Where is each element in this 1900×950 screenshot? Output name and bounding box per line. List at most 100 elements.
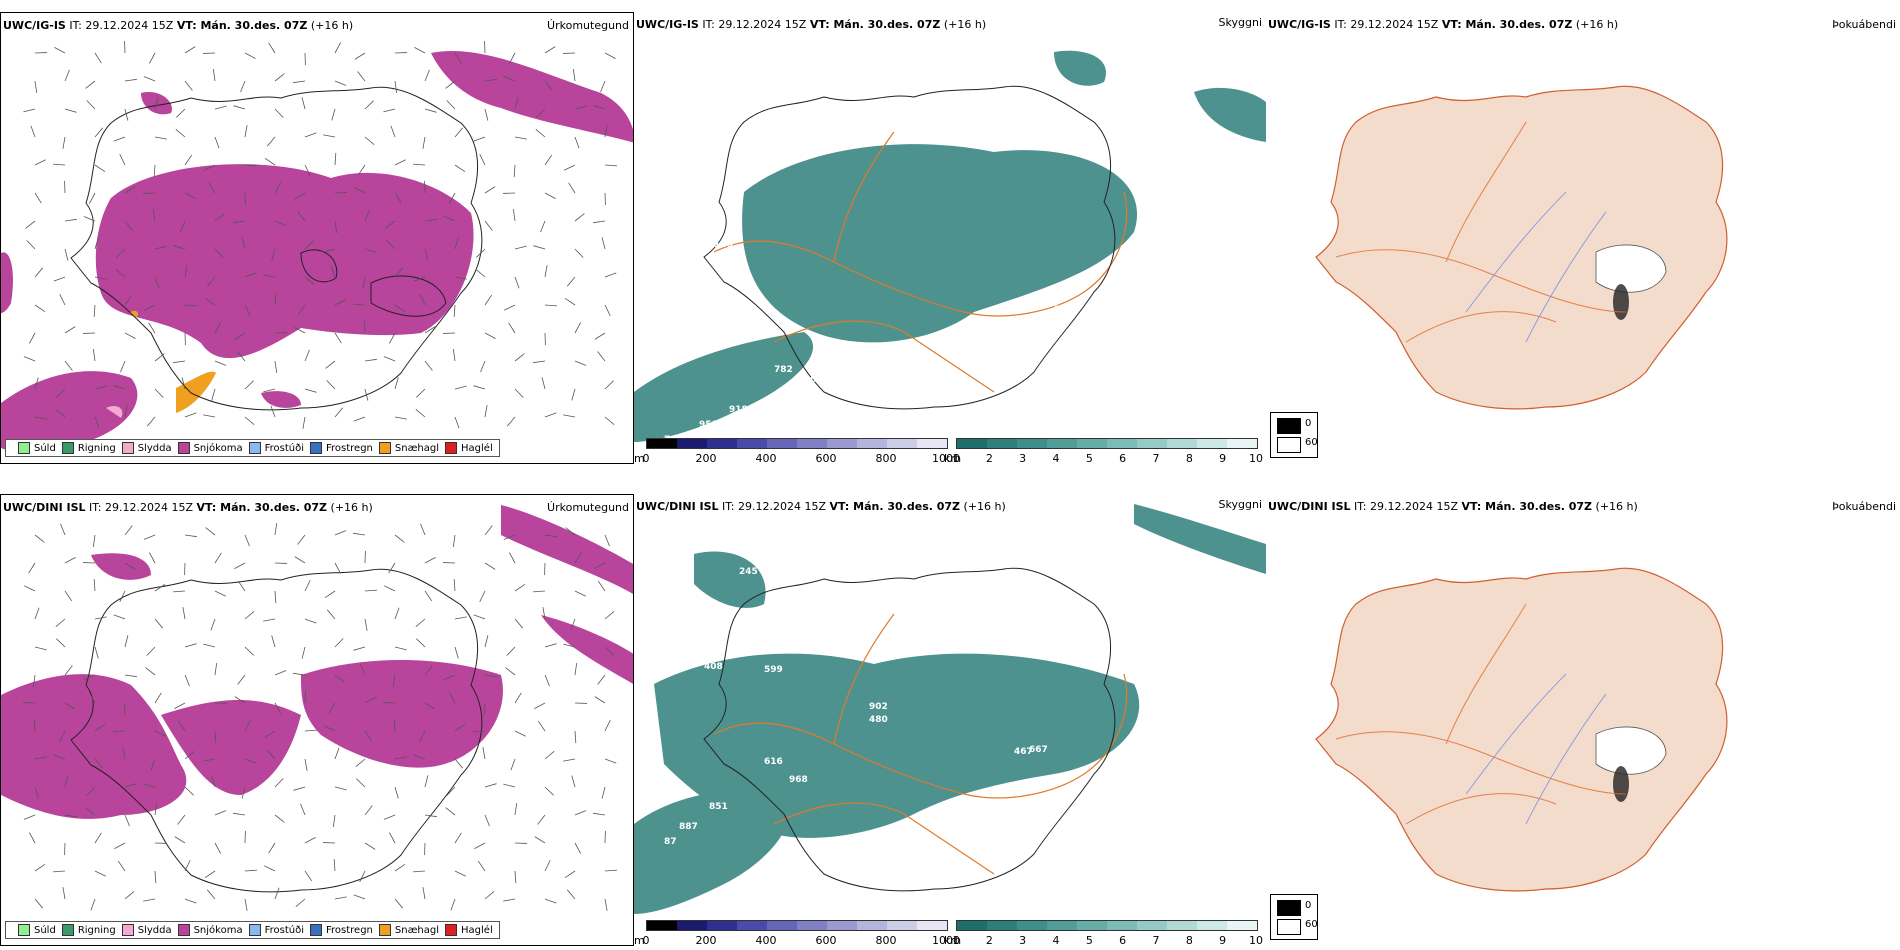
wind-barb [274,360,278,373]
wind-barb [274,814,285,823]
colorbar-tick: 7 [1152,452,1160,464]
wind-barb [604,52,616,59]
wind-barb [244,416,255,426]
colorbar-tick: 7 [1152,934,1160,946]
wind-barb [233,105,246,110]
wind-barb [449,192,456,204]
colorbar-tick: 4 [1052,452,1060,464]
wind-barb [94,385,107,390]
station-value: 902 [804,375,823,385]
wind-barb [34,607,40,620]
colorbar-tick: 200 [695,934,717,946]
wind-barb [175,128,186,138]
wind-barb [34,756,47,760]
wind-barb [574,842,581,854]
wind-barb [574,322,581,334]
fog-panel-row2: UWC/DINI ISL IT: 29.12.2024 15Z VT: Mán.… [1266,494,1900,946]
wind-barb [394,377,399,390]
wind-barb [124,814,130,827]
station-value: 599 [764,665,783,675]
wind-barb [274,887,280,900]
wind-barb [443,674,456,680]
wind-barb [53,870,66,873]
colorbar-segment [987,439,1017,448]
wind-barb [424,360,433,371]
wind-barb [32,674,36,687]
wind-barb [476,248,486,258]
colorbar-segment [677,439,707,448]
wind-barb [324,725,336,732]
wind-barb [394,898,404,909]
wind-barb [60,523,66,536]
wind-barb [211,775,216,788]
wind-barb [454,276,467,280]
colorbar-tick: 200 [695,452,717,464]
wind-barb [454,416,460,429]
visibility-panel-row2: UWC/DINI ISL IT: 29.12.2024 15Z VT: Mán.… [634,494,1266,946]
wind-barb [356,778,366,788]
lead-time: (+16 h) [310,19,354,32]
colorbar-tick: 1000 [932,934,960,946]
wind-barb [601,786,606,799]
wind-barb [394,192,402,204]
wind-barb [333,859,336,872]
wind-barb [173,360,186,364]
wind-barb [146,416,156,427]
wind-barb [304,580,311,592]
legend-swatch [378,442,391,454]
wind-barb [304,758,308,771]
wind-barb [544,534,557,538]
wind-barb [295,898,306,908]
colorbar-segment [1017,439,1047,448]
wind-barb [334,786,347,791]
wind-barb [124,562,136,570]
fog-map [1315,567,1728,892]
wind-barb [29,832,36,844]
wind-barb [55,618,66,628]
wind-barb [143,534,156,540]
wind-barb [214,248,224,258]
wind-barb [294,327,306,334]
model-name: UWC/DINI ISL [636,500,719,513]
wind-barb [394,756,407,760]
wind-barb [594,696,606,704]
wind-barb [422,887,426,900]
valid-time: VT: Mán. 30.des. 07Z [1441,18,1573,31]
wind-barb [124,783,137,788]
wind-barb [86,100,96,110]
wind-barb [424,218,437,222]
colorbar-tick: 9 [1219,452,1227,464]
wind-barb [54,47,66,54]
wind-barb [34,416,47,420]
fog-legend: 0 60 [1270,894,1318,940]
wind-barb [64,218,77,222]
issue-time: IT: 29.12.2024 15Z [89,501,194,514]
legend-swatch [121,442,134,454]
colorbar-tick: 400 [755,934,777,946]
wind-barb [597,351,606,362]
wind-barb [534,702,546,709]
wind-barb [143,783,156,788]
legend-swatch [248,924,261,936]
wind-barb [94,127,104,138]
wind-barb [424,108,437,113]
colorbar-unit: m [634,934,645,946]
wind-barb [354,52,366,60]
wind-barb [146,646,156,656]
legend-swatch [177,442,190,454]
wind-barb [544,265,548,278]
wind-barb [446,786,456,796]
wind-barb [454,127,464,138]
wind-barb [394,80,398,93]
legend-swatch [378,924,391,936]
wind-barb [234,696,246,704]
wind-barb [514,136,527,140]
wind-barb [604,125,608,138]
wind-barb [143,76,156,82]
wind-barb [29,332,36,344]
colorbar-segment [797,439,827,448]
iceland-outline [70,86,483,411]
wind-barb [446,100,456,110]
wind-barb [271,248,276,261]
wind-barb [563,414,576,418]
